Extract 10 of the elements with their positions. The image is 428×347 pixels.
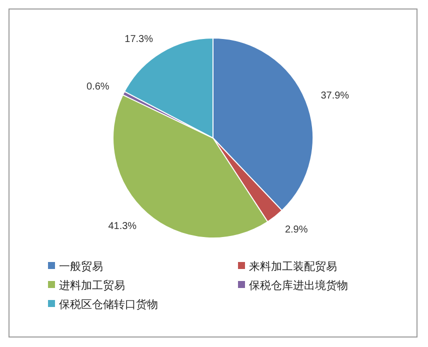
legend-label: 保税仓库进出境货物 [249,278,348,292]
data-label: 2.9% [284,224,308,236]
legend-label: 来料加工装配贸易 [249,260,337,273]
data-label: 37.9% [320,90,350,102]
legend-label: 进料加工贸易 [59,278,125,292]
data-label: 41.3% [108,220,137,232]
data-label: 17.3% [124,34,154,46]
legend-label: 保税区仓储转口货物 [59,298,158,311]
data-label: 0.6% [86,81,110,92]
legend-label: 一般贸易 [59,260,103,273]
